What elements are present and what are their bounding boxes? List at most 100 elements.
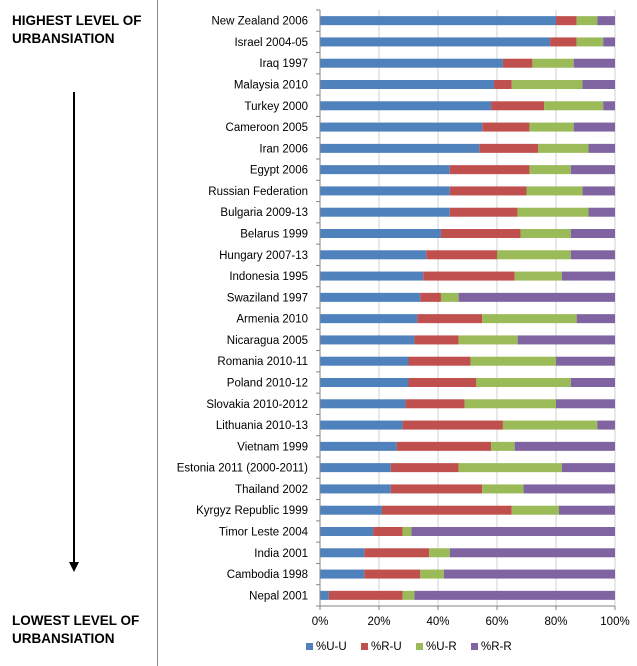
bar-segment bbox=[320, 122, 483, 132]
category-label: Russian Federation bbox=[208, 186, 308, 198]
bar-segment bbox=[576, 314, 615, 324]
category-label: Iran 2006 bbox=[259, 143, 308, 155]
legend-label: %R-R bbox=[481, 641, 512, 653]
bar-segment bbox=[550, 37, 577, 47]
bar-segment bbox=[320, 165, 450, 175]
bar-segment bbox=[373, 527, 403, 536]
bar-segment bbox=[364, 569, 421, 579]
x-tick-label: 60% bbox=[485, 616, 508, 628]
category-label: Belarus 1999 bbox=[240, 229, 308, 241]
bar-segment bbox=[573, 122, 615, 132]
bar-segment bbox=[514, 441, 615, 451]
bar-segment bbox=[320, 335, 415, 345]
category-label: Swaziland 1997 bbox=[227, 292, 308, 304]
category-label: Cambodia 1998 bbox=[227, 569, 308, 581]
bar-segment bbox=[402, 590, 415, 600]
category-label: Thailand 2002 bbox=[235, 484, 308, 496]
bar-segment bbox=[544, 101, 604, 111]
bar-segment bbox=[556, 356, 615, 366]
bar-segment bbox=[449, 165, 530, 175]
bar-segment bbox=[458, 463, 562, 473]
bar-segment bbox=[320, 37, 551, 47]
bar-segment bbox=[576, 16, 598, 26]
x-tick-label: 0% bbox=[312, 616, 329, 628]
bar-segment bbox=[320, 420, 403, 430]
bar-segment bbox=[320, 505, 382, 515]
bar-segment bbox=[408, 378, 477, 387]
bar-segment bbox=[526, 186, 583, 196]
legend-swatch bbox=[416, 643, 423, 650]
category-label: Israel 2004-05 bbox=[234, 37, 308, 49]
bar-segment bbox=[320, 271, 424, 281]
bar-segment bbox=[576, 37, 604, 47]
legend-label: %U-R bbox=[426, 641, 457, 653]
bar-segment bbox=[597, 16, 615, 26]
lowest-urbanisation-label: LOWEST LEVEL OF URBANSIATION bbox=[12, 613, 140, 646]
bar-segment bbox=[479, 143, 539, 153]
category-label: Nepal 2001 bbox=[249, 590, 308, 602]
bar-segment bbox=[320, 101, 492, 111]
category-label: Nicaragua 2005 bbox=[227, 335, 308, 347]
bar-segment bbox=[570, 229, 615, 238]
bar-segment bbox=[458, 335, 518, 345]
bar-segment bbox=[429, 548, 450, 558]
bar-segment bbox=[390, 463, 459, 473]
bar-segment bbox=[588, 143, 615, 153]
bar-segment bbox=[570, 378, 615, 387]
down-arrow-icon bbox=[69, 92, 79, 572]
bar-segment bbox=[491, 441, 515, 451]
bar-segment bbox=[405, 399, 465, 409]
left-panel: HIGHEST LEVEL OF URBANSIATION LOWEST LEV… bbox=[0, 0, 158, 666]
category-label: Malaysia 2010 bbox=[234, 80, 308, 92]
bar-segment bbox=[529, 165, 571, 175]
bar-segment bbox=[517, 335, 615, 345]
bar-segment bbox=[396, 441, 492, 451]
bar-segment bbox=[558, 505, 615, 515]
category-label: Romania 2010-11 bbox=[217, 356, 308, 368]
bar-segment bbox=[440, 292, 459, 302]
category-label: New Zealand 2006 bbox=[211, 16, 308, 28]
bar-segment bbox=[517, 207, 589, 217]
bar-segment bbox=[561, 463, 615, 473]
legend-label: %R-U bbox=[371, 641, 402, 653]
bar-segment bbox=[320, 229, 441, 238]
bar-segment bbox=[588, 207, 615, 217]
category-label: Vietnam 1999 bbox=[237, 441, 308, 453]
bar-segment bbox=[482, 484, 524, 494]
bar-segment bbox=[511, 80, 583, 89]
category-label: Bulgaria 2009-13 bbox=[220, 207, 308, 219]
bar-segment bbox=[320, 527, 374, 536]
category-label: Iraq 1997 bbox=[259, 58, 308, 70]
bar-segment bbox=[420, 569, 444, 579]
category-label: India 2001 bbox=[254, 548, 308, 560]
category-label: Armenia 2010 bbox=[236, 314, 308, 326]
bar-segment bbox=[320, 399, 406, 409]
bar-segment bbox=[408, 356, 471, 366]
bar-segment bbox=[491, 101, 545, 111]
x-tick-label: 20% bbox=[367, 616, 390, 628]
bar-segment bbox=[320, 58, 503, 68]
bar-segment bbox=[402, 527, 412, 536]
bar-segment bbox=[476, 378, 571, 387]
bar-segment bbox=[570, 165, 615, 175]
highest-urbanisation-label: HIGHEST LEVEL OF URBANSIATION bbox=[12, 13, 142, 46]
bar-segment bbox=[440, 229, 521, 238]
bar-segment bbox=[420, 292, 441, 302]
category-label: Timor Leste 2004 bbox=[219, 527, 309, 539]
bar-segment bbox=[470, 356, 556, 366]
bar-segment bbox=[603, 37, 615, 47]
bar-segment bbox=[320, 250, 427, 260]
bar-segment bbox=[320, 463, 391, 473]
bar-segment bbox=[511, 505, 559, 515]
bar-segment bbox=[556, 399, 615, 409]
bar-segment bbox=[582, 186, 615, 196]
bar-segment bbox=[423, 271, 515, 281]
bar-segment bbox=[320, 186, 450, 196]
category-label: Egypt 2006 bbox=[250, 165, 308, 177]
x-tick-label: 100% bbox=[600, 616, 629, 628]
legend-swatch bbox=[471, 643, 478, 650]
bar-segment bbox=[582, 80, 615, 89]
category-label: Hungary 2007-13 bbox=[219, 250, 308, 262]
bar-segment bbox=[570, 250, 615, 260]
bar-segment bbox=[320, 569, 365, 579]
